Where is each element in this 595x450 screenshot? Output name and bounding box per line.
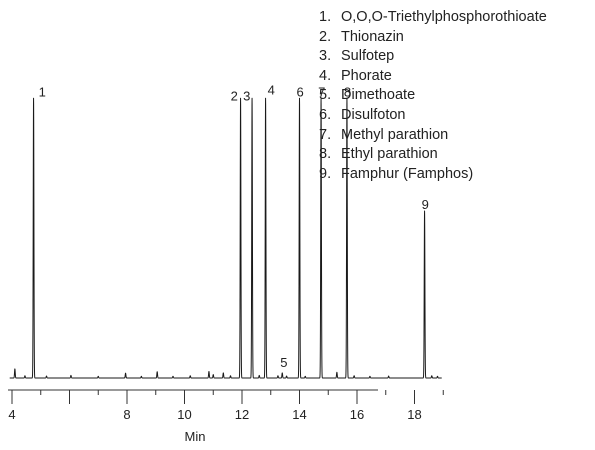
legend-number: 5. — [319, 87, 332, 104]
legend-number: 3. — [319, 48, 332, 65]
legend-number: 8. — [319, 146, 332, 163]
legend-compound-name: Disulfoton — [341, 106, 406, 123]
x-tick-label: 10 — [177, 407, 191, 422]
legend-item: 8. Ethyl parathion — [319, 145, 547, 165]
legend-item: 5. Dimethoate — [319, 86, 547, 106]
x-tick-label: 14 — [292, 407, 306, 422]
peak-label-6: 6 — [297, 84, 304, 99]
legend-item: 6. Disulfoton — [319, 106, 547, 126]
legend-item: 7. Methyl parathion — [319, 126, 547, 146]
chromatogram-trace — [9, 97, 443, 379]
legend-number: 1. — [319, 9, 332, 25]
peak-label-2: 2 — [231, 88, 238, 103]
legend-item: 2. Thionazin — [319, 28, 547, 48]
legend-number: 4. — [319, 67, 332, 84]
peak-label-7: 7 — [318, 84, 325, 99]
peak-legend: 1. O,O,O-Triethylphosphorothioate 2. Thiona… — [319, 8, 547, 184]
x-tick-label: 8 — [123, 407, 130, 422]
legend-item: 9. Famphur (Famphos) — [319, 165, 547, 185]
legend-compound-name: Methyl parathion — [341, 126, 449, 143]
legend-compound-name: O,O,O-Triethylphosphorothioate — [341, 9, 547, 25]
legend-compound-name: Thionazin — [341, 28, 404, 45]
legend-compound-name: Ethyl parathion — [341, 146, 438, 163]
legend-number: 9. — [319, 165, 332, 182]
x-tick-label: 16 — [350, 407, 364, 422]
legend-compound-name: Dimethoate — [341, 87, 416, 104]
peak-label-1: 1 — [39, 84, 46, 99]
peak-label-8: 8 — [344, 84, 351, 99]
legend-item: 4. Phorate — [319, 67, 547, 87]
x-axis-title: Min — [185, 429, 206, 444]
legend-item: 3. Sulfotep — [319, 47, 547, 67]
legend-compound-name: Famphur (Famphos) — [341, 165, 474, 182]
legend-item: 1. O,O,O-Triethylphosphorothioate — [319, 8, 547, 28]
legend-number: 6. — [319, 106, 332, 123]
peak-label-3: 3 — [243, 88, 250, 103]
peak-label-5: 5 — [280, 355, 287, 370]
peak-label-4: 4 — [268, 82, 275, 97]
x-tick-label: 12 — [235, 407, 249, 422]
x-tick-label: 4 — [8, 407, 15, 422]
legend-number: 2. — [319, 28, 332, 45]
legend-compound-name: Sulfotep — [341, 48, 395, 65]
legend-compound-name: Phorate — [341, 67, 392, 84]
x-tick-label: 18 — [407, 407, 421, 422]
legend-number: 7. — [319, 126, 332, 143]
peak-label-9: 9 — [422, 197, 429, 212]
